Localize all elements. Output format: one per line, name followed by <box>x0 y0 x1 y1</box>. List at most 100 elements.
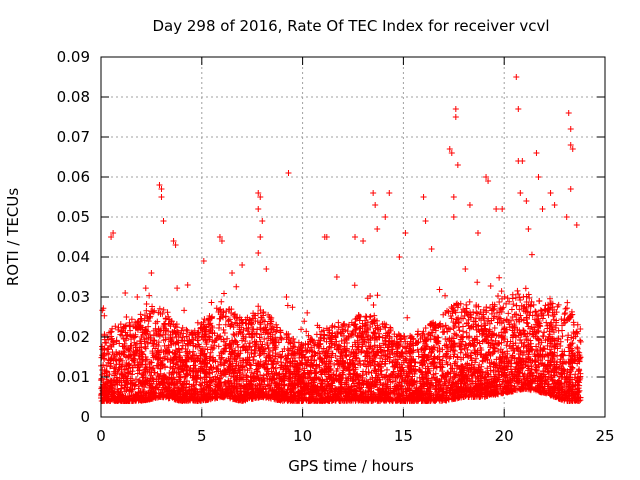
data-point <box>99 366 106 373</box>
data-point <box>436 286 443 293</box>
data-point <box>136 344 143 351</box>
data-point <box>181 374 188 381</box>
data-point <box>131 352 138 359</box>
data-point <box>162 373 169 380</box>
data-point <box>187 340 194 347</box>
data-point <box>305 373 312 380</box>
data-point <box>328 324 335 331</box>
data-point <box>98 397 105 404</box>
data-point <box>259 341 266 348</box>
data-point <box>256 352 263 359</box>
data-point <box>321 350 328 357</box>
data-point <box>106 382 113 389</box>
data-point <box>263 354 270 361</box>
data-point <box>343 340 350 347</box>
data-point <box>188 355 195 362</box>
data-point <box>200 387 207 394</box>
data-point <box>172 330 179 337</box>
data-point <box>113 357 120 364</box>
data-point <box>303 362 310 369</box>
data-point <box>118 385 125 392</box>
data-point <box>151 389 158 396</box>
data-point <box>294 368 301 375</box>
data-point <box>246 343 253 350</box>
data-point <box>256 334 263 341</box>
data-point <box>176 371 183 378</box>
data-point <box>179 342 186 349</box>
data-point <box>187 372 194 379</box>
data-point <box>232 319 239 326</box>
data-point <box>132 376 139 383</box>
data-point <box>354 343 361 350</box>
data-point <box>170 387 177 394</box>
data-point <box>141 338 148 345</box>
data-point <box>186 395 193 402</box>
data-point <box>329 385 336 392</box>
data-point <box>219 369 226 376</box>
data-point <box>200 319 207 326</box>
data-point <box>150 340 157 347</box>
data-point <box>334 358 341 365</box>
data-point <box>153 331 160 338</box>
data-point <box>113 351 120 358</box>
data-point <box>101 336 108 343</box>
data-point <box>120 324 127 331</box>
data-point <box>165 335 172 342</box>
data-point <box>195 329 202 336</box>
data-point <box>100 355 107 362</box>
data-point <box>316 362 323 369</box>
data-point <box>179 334 186 341</box>
data-point <box>350 366 357 373</box>
data-point <box>264 368 271 375</box>
data-point <box>322 371 329 378</box>
data-point <box>284 355 291 362</box>
data-point <box>343 352 350 359</box>
data-point <box>247 373 254 380</box>
data-point <box>271 339 278 346</box>
data-point <box>244 355 251 362</box>
data-point <box>317 337 324 344</box>
data-point <box>197 375 204 382</box>
data-point <box>357 388 364 395</box>
data-point <box>150 394 157 401</box>
data-point <box>108 328 115 335</box>
data-point <box>331 342 338 349</box>
data-point <box>186 337 193 344</box>
data-point <box>162 347 169 354</box>
data-point <box>181 338 188 345</box>
data-point <box>345 385 352 392</box>
data-point <box>353 316 360 323</box>
data-point <box>223 357 230 364</box>
data-point <box>335 388 342 395</box>
data-point <box>108 335 115 342</box>
data-point <box>156 332 163 339</box>
data-point <box>156 305 163 312</box>
data-point <box>284 363 291 370</box>
data-point <box>132 319 139 326</box>
data-point <box>440 329 447 336</box>
data-point <box>166 348 173 355</box>
data-point <box>167 323 174 330</box>
data-point <box>222 321 229 328</box>
data-point <box>112 323 119 330</box>
data-point <box>181 307 188 314</box>
data-point <box>336 376 343 383</box>
data-point <box>370 302 377 309</box>
data-point <box>462 266 469 273</box>
data-point <box>121 366 128 373</box>
data-point <box>293 364 300 371</box>
data-point <box>305 332 312 339</box>
data-point <box>117 321 124 328</box>
data-point <box>197 382 204 389</box>
data-point <box>220 362 227 369</box>
data-point <box>255 387 262 394</box>
data-point <box>183 390 190 397</box>
data-point <box>227 361 234 368</box>
data-point <box>323 368 330 375</box>
data-point <box>132 331 139 338</box>
data-point <box>327 335 334 342</box>
data-point <box>102 381 109 388</box>
data-point <box>202 370 209 377</box>
data-point <box>131 382 138 389</box>
data-point <box>330 371 337 378</box>
